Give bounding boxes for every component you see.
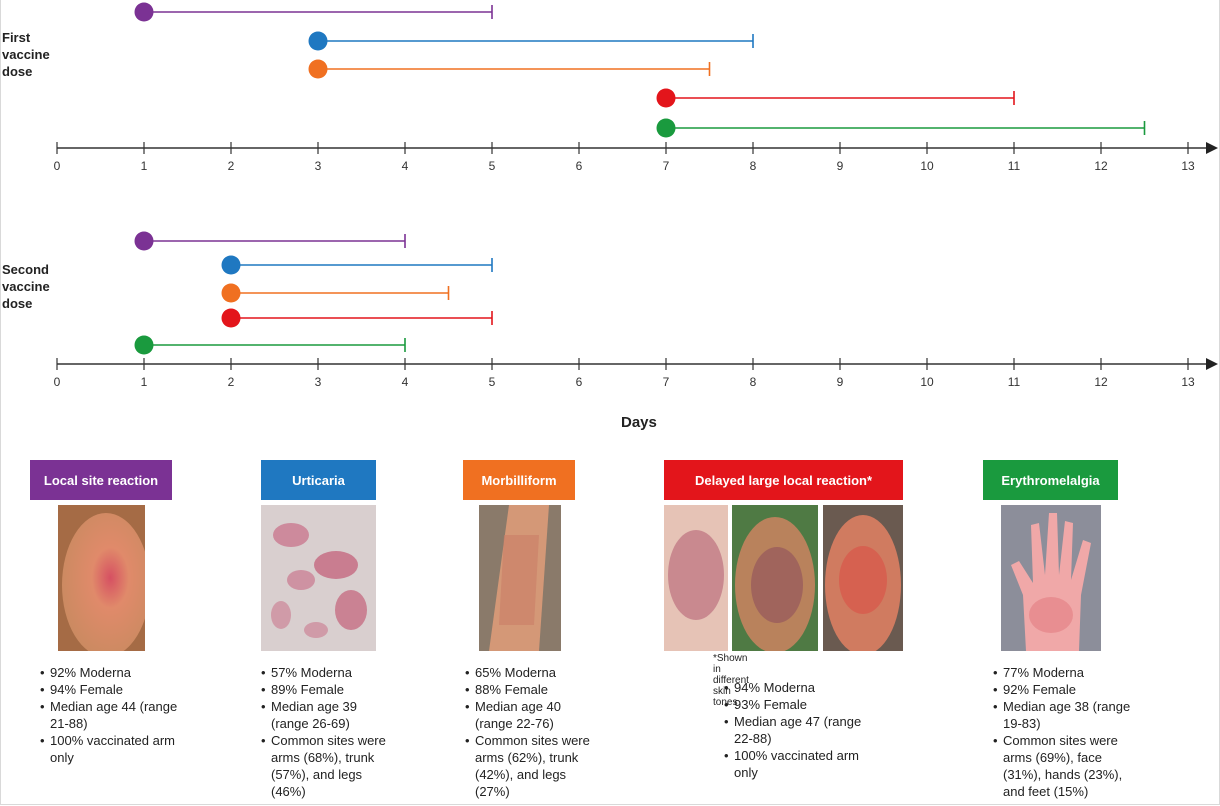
stats-list: 92% Moderna 94% Female Median age 44 (ra…	[40, 664, 180, 766]
x-tick-label: 11	[1008, 375, 1021, 389]
x-tick-label: 10	[920, 375, 934, 389]
stat-item: 92% Moderna	[40, 664, 180, 681]
stat-item: 89% Female	[261, 681, 396, 698]
x-tick-label: 9	[837, 375, 844, 389]
stat-item: Common sites were arms (68%), trunk (57%…	[261, 732, 396, 800]
stat-item: 94% Moderna	[724, 679, 874, 696]
x-axis-arrow	[1206, 142, 1218, 154]
stat-item: 57% Moderna	[261, 664, 396, 681]
x-tick-label: 13	[1181, 375, 1195, 389]
stat-item: 93% Female	[724, 696, 874, 713]
stats-list: 65% Moderna 88% Female Median age 40 (ra…	[465, 664, 595, 800]
x-tick-label: 3	[315, 159, 322, 173]
reaction-photo	[823, 505, 903, 651]
category-header: Local site reaction	[30, 460, 172, 500]
category-header: Delayed large local reaction*	[664, 460, 903, 500]
x-tick-label: 1	[141, 159, 148, 173]
reaction-photo	[664, 505, 728, 651]
x-axis-title: Days	[621, 414, 657, 431]
x-tick-label: 13	[1181, 159, 1195, 173]
reaction-photo	[479, 505, 561, 651]
x-tick-label: 1	[141, 375, 148, 389]
stat-item: Median age 47 (range 22-88)	[724, 713, 874, 747]
x-tick-label: 5	[489, 375, 496, 389]
reaction-photo	[261, 505, 376, 651]
x-tick-label: 12	[1094, 159, 1108, 173]
stat-item: 77% Moderna	[993, 664, 1143, 681]
x-tick-label: 7	[663, 375, 670, 389]
stat-item: 94% Female	[40, 681, 180, 698]
stat-item: Common sites were arms (69%), face (31%)…	[993, 732, 1143, 800]
x-tick-label: 6	[576, 159, 583, 173]
x-tick-label: 12	[1094, 375, 1108, 389]
x-tick-label: 5	[489, 159, 496, 173]
onset-marker	[134, 335, 154, 355]
x-tick-label: 9	[837, 159, 844, 173]
x-tick-label: 2	[228, 159, 235, 173]
reaction-photo	[58, 505, 145, 651]
category-header: Urticaria	[261, 460, 376, 500]
onset-marker	[221, 308, 241, 328]
stat-item: 100% vaccinated arm only	[724, 747, 874, 781]
x-tick-label: 0	[54, 375, 61, 389]
x-tick-label: 4	[402, 159, 409, 173]
timeline-chart: 0 1 2 3 4 5 6 7 8 9 10 11 12 130 1 2 3 4 5 6 7 8 9 10 11 12 13	[54, 2, 1218, 389]
reaction-photo	[732, 505, 818, 651]
x-tick-label: 7	[663, 159, 670, 173]
category-header: Erythromelalgia	[983, 460, 1118, 500]
x-tick-label: 3	[315, 375, 322, 389]
x-tick-label: 4	[402, 375, 409, 389]
first-dose-label: First vaccine dose	[2, 30, 50, 79]
onset-marker	[221, 283, 241, 303]
x-tick-label: 0	[54, 159, 61, 173]
onset-marker	[134, 231, 154, 251]
stat-item: Median age 44 (range 21-88)	[40, 698, 180, 732]
x-tick-label: 10	[920, 159, 934, 173]
x-tick-label: 6	[576, 375, 583, 389]
onset-marker	[134, 2, 154, 22]
stat-item: 92% Female	[993, 681, 1143, 698]
stat-item: 88% Female	[465, 681, 595, 698]
stat-item: Common sites were arms (62%), trunk (42%…	[465, 732, 595, 800]
stat-item: 65% Moderna	[465, 664, 595, 681]
stat-item: Median age 40 (range 22-76)	[465, 698, 595, 732]
onset-marker	[656, 118, 676, 138]
x-tick-label: 8	[750, 375, 757, 389]
onset-marker	[308, 31, 328, 51]
x-axis-arrow	[1206, 358, 1218, 370]
onset-marker	[221, 255, 241, 275]
x-tick-label: 8	[750, 159, 757, 173]
stat-item: Median age 38 (range 19-83)	[993, 698, 1143, 732]
category-header: Morbilliform	[463, 460, 575, 500]
stats-list: 94% Moderna 93% Female Median age 47 (ra…	[724, 679, 874, 781]
onset-marker	[308, 59, 328, 79]
stats-list: 57% Moderna 89% Female Median age 39 (ra…	[261, 664, 396, 800]
x-tick-label: 11	[1008, 159, 1021, 173]
second-dose-label: Second vaccine dose	[2, 262, 50, 311]
stat-item: 100% vaccinated arm only	[40, 732, 180, 766]
stat-item: Median age 39 (range 26-69)	[261, 698, 396, 732]
x-tick-label: 2	[228, 375, 235, 389]
stats-list: 77% Moderna 92% Female Median age 38 (ra…	[993, 664, 1143, 800]
reaction-photo	[1001, 505, 1101, 651]
onset-marker	[656, 88, 676, 108]
